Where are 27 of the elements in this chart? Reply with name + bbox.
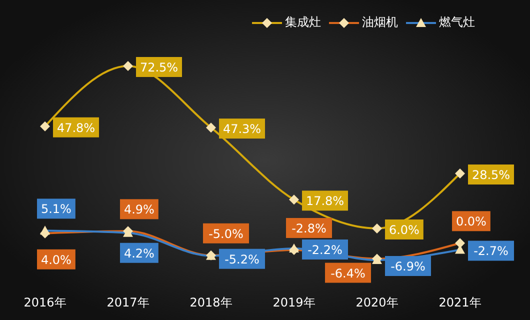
- data-label: 5.1%: [40, 202, 72, 216]
- data-label: 28.5%: [472, 168, 510, 182]
- data-label: 4.0%: [40, 252, 72, 267]
- data-label: 47.3%: [222, 122, 262, 136]
- data-label: -2.8%: [292, 221, 326, 236]
- data-label: 4.9%: [124, 202, 154, 217]
- x-tick-label: 2016年: [24, 296, 66, 310]
- data-label: 4.2%: [124, 246, 154, 260]
- legend-label: 燃气灶: [438, 14, 475, 31]
- legend-label: 油烟机: [361, 14, 398, 31]
- x-tick-label: 2021年: [438, 296, 482, 310]
- data-label: -2.2%: [308, 243, 342, 258]
- data-label: 72.5%: [140, 60, 178, 74]
- data-label: 47.8%: [56, 120, 96, 135]
- data-label: -6.9%: [390, 260, 426, 274]
- x-tick-label: 2018年: [190, 296, 232, 310]
- x-tick-label: 2017年: [106, 296, 150, 310]
- legend-label: 集成灶: [284, 14, 321, 31]
- x-tick-label: 2019年: [272, 296, 316, 310]
- data-label: 17.8%: [306, 194, 344, 208]
- data-label: 6.0%: [388, 222, 420, 237]
- data-label: -5.0%: [208, 226, 244, 241]
- x-tick-label: 2020年: [356, 296, 398, 310]
- data-label: -5.2%: [224, 252, 260, 266]
- data-label: -2.7%: [474, 244, 508, 258]
- data-label: -6.4%: [330, 266, 366, 280]
- data-label: 0.0%: [456, 214, 486, 229]
